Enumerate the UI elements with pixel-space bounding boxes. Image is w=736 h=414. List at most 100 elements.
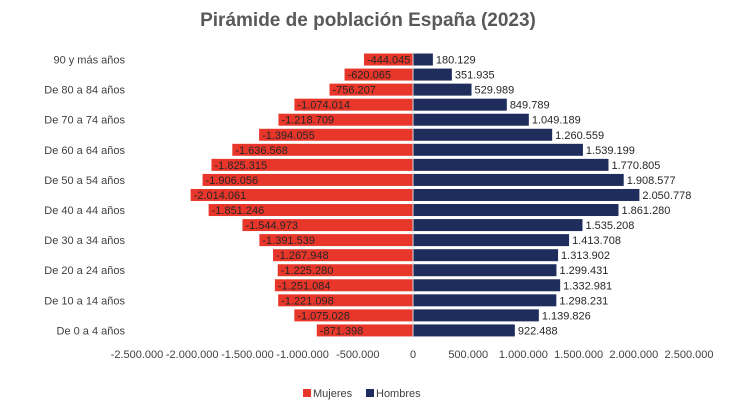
bar-hombres-13 bbox=[413, 128, 553, 141]
bar-hombres-11 bbox=[413, 158, 609, 171]
data-label-mujeres-3: -1.251.084 bbox=[278, 280, 331, 292]
category-label-0: De 0 a 4 años bbox=[57, 325, 126, 337]
data-label-mujeres-6: -1.391.539 bbox=[262, 235, 315, 247]
data-label-mujeres-17: -620.065 bbox=[348, 70, 391, 82]
category-label-2: De 10 a 14 años bbox=[44, 295, 125, 307]
bar-mujeres-4 bbox=[277, 264, 413, 277]
bar-hombres-10 bbox=[413, 173, 624, 186]
bar-hombres-17 bbox=[413, 68, 452, 81]
category-label-12: De 60 a 64 años bbox=[44, 145, 125, 157]
category-label-8: De 40 a 44 años bbox=[44, 205, 125, 217]
x-tick-label-4: -500.000 bbox=[336, 349, 379, 361]
x-tick-label-5: 0 bbox=[410, 349, 416, 361]
bar-mujeres-18 bbox=[363, 53, 413, 66]
data-label-hombres-3: 1.332.981 bbox=[563, 280, 612, 292]
chart-title: Pirámide de población España (2023) bbox=[200, 10, 536, 31]
category-label-4: De 20 a 24 años bbox=[44, 265, 125, 277]
data-label-hombres-16: 529.989 bbox=[475, 85, 515, 97]
x-axis: De 0 a 4 años De 10 a 14 años De 20 a 24 a… bbox=[44, 52, 713, 361]
data-label-hombres-5: 1.313.902 bbox=[561, 250, 610, 262]
bar-mujeres-12 bbox=[232, 143, 413, 156]
data-label-hombres-15: 849.789 bbox=[510, 100, 550, 112]
bar-mujeres-9 bbox=[190, 188, 413, 201]
data-label-hombres-9: 2.050.778 bbox=[642, 190, 691, 202]
bar-mujeres-2 bbox=[278, 294, 413, 307]
x-tick-label-1: -2.000.000 bbox=[166, 349, 219, 361]
data-label-hombres-2: 1.298.231 bbox=[559, 295, 608, 307]
data-label-mujeres-1: -1.075.028 bbox=[297, 310, 350, 322]
data-label-mujeres-15: -1.074.014 bbox=[297, 100, 350, 112]
category-label-16: De 80 a 84 años bbox=[44, 85, 125, 97]
data-label-mujeres-16: -756.207 bbox=[333, 85, 376, 97]
data-label-hombres-13: 1.260.559 bbox=[555, 130, 604, 142]
bar-hombres-4 bbox=[413, 264, 557, 277]
data-label-hombres-6: 1.413.708 bbox=[572, 235, 621, 247]
bar-mujeres-5 bbox=[273, 249, 413, 262]
data-label-hombres-10: 1.908.577 bbox=[627, 175, 676, 187]
x-tick-label-3: -1.000.000 bbox=[276, 349, 329, 361]
data-label-mujeres-10: -1.906.056 bbox=[206, 175, 259, 187]
bar-hombres-0 bbox=[413, 324, 515, 337]
data-label-mujeres-13: -1.394.055 bbox=[262, 130, 315, 142]
legend-swatch-mujeres bbox=[303, 389, 311, 397]
x-tick-label-2: -1.500.000 bbox=[221, 349, 274, 361]
bar-hombres-9 bbox=[413, 188, 640, 201]
data-label-hombres-11: 1.770.805 bbox=[611, 160, 660, 172]
data-label-mujeres-14: -1.218.709 bbox=[281, 115, 334, 127]
data-label-hombres-7: 1.535.208 bbox=[585, 220, 634, 232]
category-label-10: De 50 a 54 años bbox=[44, 175, 125, 187]
data-label-hombres-17: 351.935 bbox=[455, 70, 495, 82]
bar-hombres-8 bbox=[413, 204, 619, 217]
bar-mujeres-17 bbox=[344, 68, 413, 81]
bar-mujeres-10 bbox=[202, 173, 413, 186]
data-label-mujeres-18: -444.045 bbox=[367, 55, 410, 67]
bar-mujeres-8 bbox=[208, 204, 413, 217]
data-label-mujeres-2: -1.221.098 bbox=[281, 295, 334, 307]
x-tick-label-6: 500.000 bbox=[448, 349, 488, 361]
bar-mujeres-15 bbox=[294, 98, 413, 111]
bars-layer bbox=[190, 53, 640, 337]
bar-hombres-16 bbox=[413, 83, 472, 96]
data-label-mujeres-5: -1.267.948 bbox=[276, 250, 329, 262]
bar-mujeres-13 bbox=[259, 128, 413, 141]
legend-label-mujeres: Mujeres bbox=[313, 388, 353, 400]
data-label-hombres-18: 180.129 bbox=[436, 55, 476, 67]
data-label-mujeres-0: -871.398 bbox=[320, 325, 363, 337]
labels-layer: -871.398 -1.075.028 -1.221.098 -1.251.084 -1… bbox=[194, 55, 692, 338]
data-label-hombres-1: 1.139.826 bbox=[542, 310, 591, 322]
bar-mujeres-3 bbox=[274, 279, 413, 292]
x-tick-label-10: 2.500.000 bbox=[665, 349, 714, 361]
category-label-14: De 70 a 74 años bbox=[44, 115, 125, 127]
bar-hombres-6 bbox=[413, 234, 570, 247]
legend-label-hombres: Hombres bbox=[376, 388, 421, 400]
bar-hombres-7 bbox=[413, 219, 583, 232]
category-label-18: 90 y más años bbox=[53, 55, 125, 67]
bar-hombres-5 bbox=[413, 249, 559, 262]
x-tick-label-8: 1.500.000 bbox=[554, 349, 603, 361]
bar-mujeres-7 bbox=[242, 219, 413, 232]
data-label-hombres-14: 1.049.189 bbox=[532, 115, 581, 127]
x-tick-label-0: -2.500.000 bbox=[111, 349, 164, 361]
data-label-mujeres-4: -1.225.280 bbox=[281, 265, 334, 277]
data-label-mujeres-12: -1.636.568 bbox=[235, 145, 288, 157]
bar-hombres-14 bbox=[413, 113, 529, 126]
bar-mujeres-14 bbox=[278, 113, 413, 126]
x-tick-label-7: 1.000.000 bbox=[499, 349, 548, 361]
x-tick-label-9: 2.000.000 bbox=[609, 349, 658, 361]
bar-hombres-18 bbox=[413, 53, 433, 66]
data-label-hombres-4: 1.299.431 bbox=[559, 265, 608, 277]
data-label-mujeres-11: -1.825.315 bbox=[214, 160, 267, 172]
bar-hombres-3 bbox=[413, 279, 561, 292]
bar-hombres-1 bbox=[413, 309, 539, 322]
bar-mujeres-0 bbox=[316, 324, 413, 337]
bar-mujeres-11 bbox=[211, 158, 413, 171]
category-label-6: De 30 a 34 años bbox=[44, 235, 125, 247]
data-label-hombres-8: 1.861.280 bbox=[621, 205, 670, 217]
data-label-mujeres-8: -1.851.246 bbox=[212, 205, 265, 217]
data-label-hombres-0: 922.488 bbox=[518, 325, 558, 337]
bar-hombres-12 bbox=[413, 143, 583, 156]
bar-mujeres-16 bbox=[329, 83, 413, 96]
bar-hombres-2 bbox=[413, 294, 557, 307]
bar-mujeres-6 bbox=[259, 234, 413, 247]
